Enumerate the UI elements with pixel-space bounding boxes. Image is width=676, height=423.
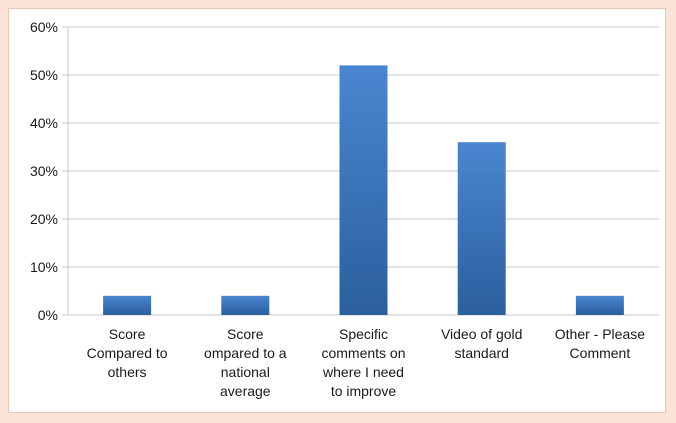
x-category-label-line: comments on: [321, 345, 405, 361]
x-category-label-line: Video of gold: [441, 326, 522, 342]
bar: [457, 142, 506, 315]
x-axis-category-labels: Score Compared to others Score ompared to a n…: [87, 326, 646, 399]
x-category-label-line: ompared to a: [204, 345, 287, 361]
x-category-label-line: standard: [454, 345, 508, 361]
y-tick-label: 40%: [30, 115, 58, 131]
x-category-label: Other - Please Comment: [555, 326, 645, 361]
x-category-label-line: Score: [227, 326, 264, 342]
x-category-label-line: Score: [109, 326, 146, 342]
x-category-label-line: Comment: [570, 345, 631, 361]
bar: [339, 65, 388, 316]
x-category-label: Specific comments on where I need to improv…: [321, 326, 405, 399]
x-category-label-line: national: [221, 364, 270, 380]
x-category-label-line: average: [220, 383, 271, 399]
y-tick-label: 20%: [30, 211, 58, 227]
x-category-label-line: to improve: [331, 383, 397, 399]
bar: [575, 295, 624, 315]
y-axis-tick-labels: 0% 10% 20% 30% 40% 50% 60%: [30, 19, 58, 323]
y-tick-label: 50%: [30, 67, 58, 83]
x-category-label-line: Other - Please: [555, 326, 645, 342]
bar-chart: 0% 10% 20% 30% 40% 50% 60% Score Compared to oth…: [30, 19, 659, 399]
y-tick-label: 30%: [30, 163, 58, 179]
x-category-label: Score Compared to others: [87, 326, 168, 380]
x-category-label-line: Specific: [339, 326, 388, 342]
x-category-label-line: where I need: [322, 364, 404, 380]
bar: [221, 295, 270, 315]
chart-frame: 0% 10% 20% 30% 40% 50% 60% Score Compared to oth…: [8, 8, 666, 413]
y-tick-label: 0%: [38, 307, 58, 323]
y-tick-label: 60%: [30, 19, 58, 35]
x-category-label-line: Compared to: [87, 345, 168, 361]
x-category-label: Video of gold standard: [441, 326, 522, 361]
x-category-label: Score ompared to a national average: [204, 326, 287, 399]
x-category-label-line: others: [108, 364, 147, 380]
y-tick-label: 10%: [30, 259, 58, 275]
bar: [103, 295, 152, 315]
bars: [103, 65, 624, 316]
